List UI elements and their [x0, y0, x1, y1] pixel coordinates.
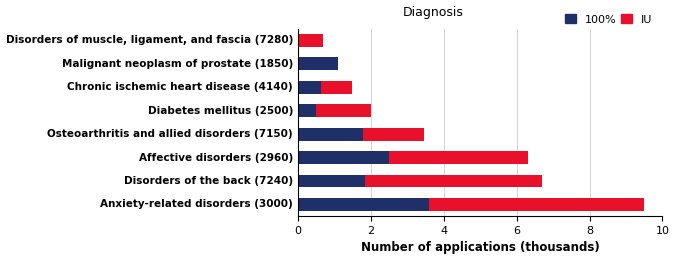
Bar: [316, 104, 371, 117]
Bar: [298, 57, 338, 70]
Legend: 100%, IU: 100%, IU: [560, 10, 657, 29]
Bar: [298, 174, 365, 187]
Bar: [429, 198, 644, 211]
Bar: [298, 198, 429, 211]
Bar: [298, 104, 316, 117]
Bar: [365, 174, 542, 187]
Bar: [298, 151, 389, 164]
X-axis label: Number of applications (thousands): Number of applications (thousands): [360, 242, 599, 255]
Bar: [321, 81, 352, 94]
Bar: [298, 81, 321, 94]
Bar: [298, 34, 323, 47]
Bar: [363, 128, 424, 141]
Bar: [389, 151, 528, 164]
Text: Diagnosis: Diagnosis: [402, 6, 463, 19]
Bar: [298, 128, 363, 141]
